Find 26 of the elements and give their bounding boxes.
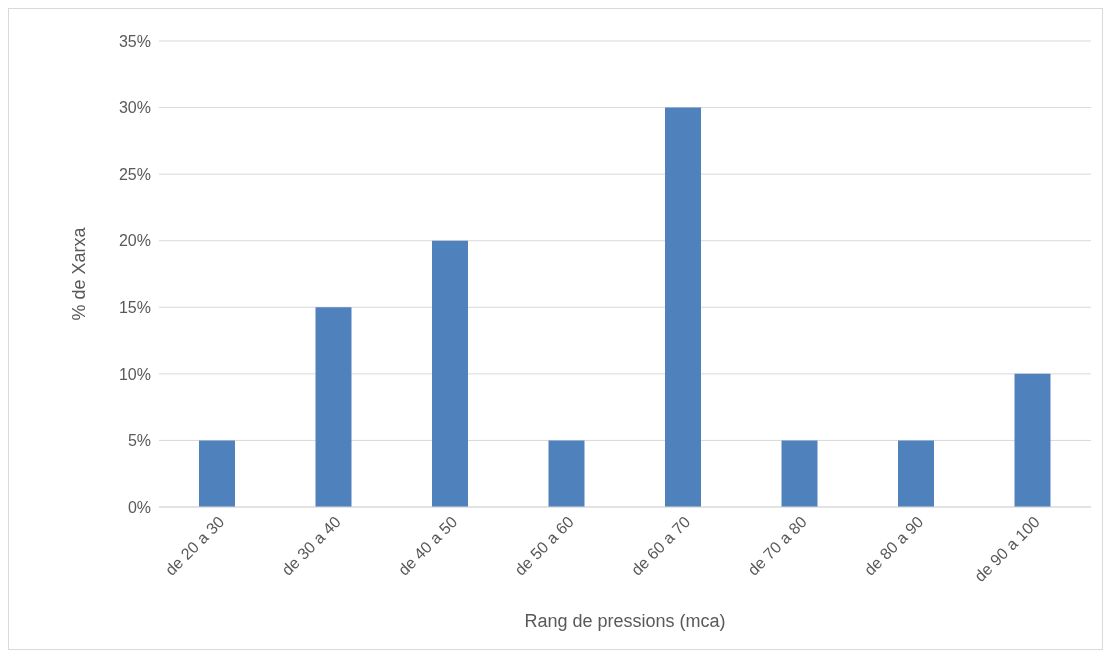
bar [432,240,468,507]
bar [315,307,352,507]
x-tick-label: de 40 a 50 [394,513,461,579]
y-tick-label: 30% [118,99,151,117]
bar [898,440,934,507]
x-tick-label: de 60 a 70 [627,513,694,579]
x-tick-label: de 70 a 80 [744,513,810,579]
x-tick-label: de 20 a 30 [161,513,228,579]
y-tick-label: 25% [118,165,151,183]
y-tick-label: 20% [118,232,151,250]
bar [1014,373,1051,507]
x-tick-label: de 50 a 60 [511,513,577,579]
y-tick-label: 35% [118,32,151,50]
y-tick-label: 5% [127,432,151,450]
bar [665,107,701,507]
bar [781,440,818,507]
x-tick-label: de 30 a 40 [278,513,344,579]
x-tick-label: de 90 a 100 [971,513,1043,585]
x-tick-label: de 80 a 90 [860,513,927,579]
y-axis-title: % de Xarxa [69,226,90,321]
bar [199,440,235,507]
y-tick-label: 15% [118,298,151,316]
y-tick-label: 0% [127,498,151,516]
x-axis-title: Rang de pressions (mca) [524,611,726,631]
y-tick-label: 10% [118,365,151,383]
bar [548,440,585,507]
